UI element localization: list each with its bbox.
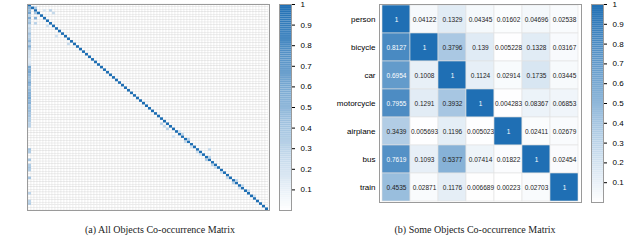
svg-text:0.005693: 0.005693 [411,128,438,135]
svg-text:0.1093: 0.1093 [415,156,435,163]
svg-text:0.4: 0.4 [613,119,625,128]
svg-text:0.3: 0.3 [301,144,313,153]
svg-text:0.1176: 0.1176 [443,184,463,191]
svg-text:0.5: 0.5 [301,103,313,112]
svg-text:0.8127: 0.8127 [387,44,407,51]
svg-text:0.07414: 0.07414 [469,156,493,163]
svg-text:1: 1 [423,44,427,51]
svg-text:0.04345: 0.04345 [469,16,493,23]
svg-text:0.01602: 0.01602 [497,16,521,23]
svg-text:0.1: 0.1 [301,185,313,194]
svg-text:motorcycle: motorcycle [337,99,376,108]
svg-text:0.005023: 0.005023 [467,128,494,135]
svg-text:1: 1 [613,0,618,9]
svg-text:0.6: 0.6 [301,82,313,91]
svg-text:0.3932: 0.3932 [443,100,463,107]
svg-text:0.3796: 0.3796 [443,44,463,51]
svg-text:0.005228: 0.005228 [495,44,522,51]
svg-text:0.8: 0.8 [301,41,313,50]
svg-text:0.1: 0.1 [613,178,625,187]
svg-text:0.006689: 0.006689 [467,184,494,191]
svg-text:0.139: 0.139 [472,44,489,51]
svg-text:0.02454: 0.02454 [553,156,577,163]
svg-text:1: 1 [395,16,399,23]
svg-text:0.03445: 0.03445 [553,72,577,79]
svg-text:1: 1 [451,72,455,79]
svg-text:0.02411: 0.02411 [525,128,548,135]
svg-text:1: 1 [301,0,306,9]
svg-text:train: train [360,183,376,192]
svg-text:0.02703: 0.02703 [525,184,549,191]
svg-text:0.04122: 0.04122 [413,16,437,23]
svg-text:0.00223: 0.00223 [497,184,521,191]
svg-text:0.2: 0.2 [301,165,313,174]
svg-text:0.6954: 0.6954 [387,72,407,79]
svg-text:0.06853: 0.06853 [553,100,577,107]
svg-text:0.1124: 0.1124 [471,72,491,79]
html-text:(b) Some Objects Co-occurrence: (b) Some Objects Co-occurrence Matrix [394,224,556,235]
svg-text:0.1291: 0.1291 [415,100,435,107]
svg-text:0.02871: 0.02871 [413,184,437,191]
svg-text:0.1329: 0.1329 [443,16,463,23]
svg-text:car: car [364,71,375,80]
svg-text:0.08367: 0.08367 [525,100,549,107]
svg-text:1: 1 [563,184,567,191]
svg-text:0.02914: 0.02914 [497,72,521,79]
svg-text:bus: bus [363,155,376,164]
svg-text:1: 1 [535,156,539,163]
svg-text:0.01822: 0.01822 [497,156,521,163]
svg-text:0.9: 0.9 [613,20,625,29]
html-text:(a) All Objects Co-occurrence: (a) All Objects Co-occurrence Matrix [85,224,235,235]
svg-text:0.7955: 0.7955 [387,100,407,107]
svg-text:0.4: 0.4 [301,124,313,133]
svg-text:0.004283: 0.004283 [495,100,522,107]
svg-text:0.7: 0.7 [613,59,625,68]
svg-text:0.4535: 0.4535 [387,184,407,191]
svg-text:0.3439: 0.3439 [387,128,407,135]
svg-text:0.02679: 0.02679 [553,128,577,135]
svg-text:0.02538: 0.02538 [553,16,577,23]
svg-text:airplane: airplane [347,127,376,136]
svg-text:0.03167: 0.03167 [553,44,577,51]
svg-text:1: 1 [479,100,483,107]
svg-text:0.7619: 0.7619 [387,156,407,163]
svg-text:0.2: 0.2 [613,158,625,167]
svg-text:0.8: 0.8 [613,40,625,49]
svg-text:0.9: 0.9 [301,21,313,30]
svg-text:0.1328: 0.1328 [527,44,547,51]
svg-text:0.5377: 0.5377 [443,156,463,163]
svg-text:0.5: 0.5 [613,99,625,108]
svg-text:0.7: 0.7 [301,62,313,71]
svg-text:0.1008: 0.1008 [415,72,435,79]
svg-text:0.1196: 0.1196 [443,128,463,135]
svg-text:0.04696: 0.04696 [525,16,549,23]
svg-text:0.1735: 0.1735 [527,72,547,79]
svg-text:person: person [351,15,375,24]
svg-text:1: 1 [507,128,511,135]
svg-text:bicycle: bicycle [351,43,376,52]
svg-text:0.6: 0.6 [613,79,625,88]
svg-text:0.3: 0.3 [613,139,625,148]
